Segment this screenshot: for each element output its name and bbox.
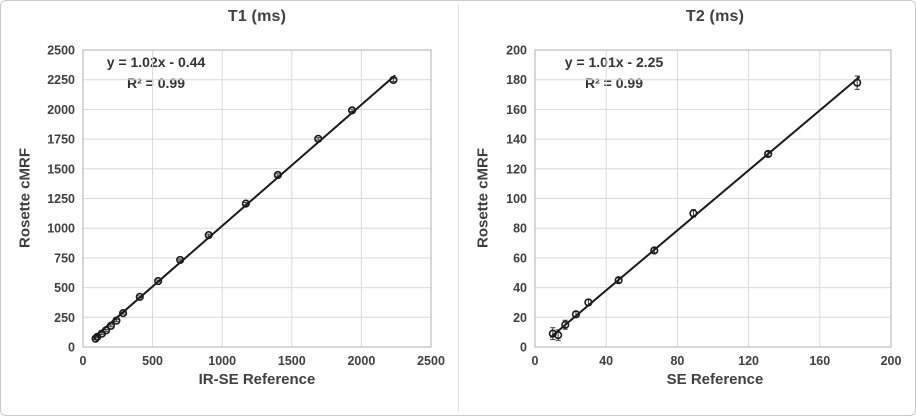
trendline-equation-t1: y = 1.02x - 0.44 R² = 0.99	[87, 52, 225, 94]
equation-text: y = 1.01x - 2.25	[564, 54, 664, 70]
y-tick-label: 2250	[47, 73, 75, 87]
data-point-marker	[91, 334, 100, 343]
y-tick-label: 250	[54, 311, 75, 325]
y-tick-label: 40	[513, 281, 527, 295]
x-tick-label: 2000	[347, 354, 375, 368]
data-point-marker	[389, 75, 398, 85]
x-axis-title-t1: IR-SE Reference	[198, 371, 316, 388]
y-tick-label: 20	[513, 311, 527, 325]
y-tick-label: 120	[506, 162, 527, 176]
data-point-marker	[118, 309, 128, 318]
t1-chart-panel: T1 (ms) Rosette cMRF IR-SE Reference y =…	[1, 1, 458, 415]
x-tick-label: 40	[599, 354, 613, 368]
t2-chart-panel: T2 (ms) Rosette cMRF SE Reference y = 1.…	[459, 1, 915, 415]
trendline-equation-t2: y = 1.01x - 2.25 R² = 0.99	[545, 52, 683, 94]
data-point-marker	[554, 331, 563, 340]
x-tick-label: 500	[142, 354, 163, 368]
x-tick-label: 2500	[417, 354, 445, 368]
t1-plot-area: 0 250 500 750 1000 1250 1500 1750 2000 2250 2500 0 5…	[47, 44, 445, 369]
y-tick-label: 1750	[47, 133, 75, 147]
t2-plot-area: 0 20 40 60 80 100 120 140 160 180 200 0 40 80 120 160 20…	[506, 44, 902, 369]
y-tick-label: 1000	[47, 222, 75, 236]
x-tick-label: 0	[532, 354, 539, 368]
chart-title-t1: T1 (ms)	[227, 8, 287, 25]
x-tick-label: 160	[809, 354, 830, 368]
data-point-marker	[853, 78, 862, 87]
y-tick-label: 0	[68, 341, 75, 355]
y-tick-label: 750	[54, 251, 75, 265]
y-tick-label: 60	[513, 251, 527, 265]
x-tick-label: 120	[738, 354, 759, 368]
x-axis-title-t2: SE Reference	[666, 371, 764, 388]
y-tick-label: 180	[506, 73, 527, 87]
y-tick-label: 100	[506, 192, 527, 206]
y-tick-label: 2500	[47, 44, 75, 58]
data-point-marker	[689, 209, 698, 218]
data-point-marker	[314, 134, 323, 143]
chart-title-t2: T2 (ms)	[685, 8, 745, 25]
equation-text: y = 1.02x - 0.44	[106, 54, 206, 70]
data-point-marker	[650, 246, 659, 255]
data-point-marker	[764, 149, 773, 159]
plot-border	[82, 49, 432, 348]
data-point-marker	[154, 276, 163, 286]
y-tick-label: 1500	[47, 162, 75, 176]
data-point-marker	[106, 321, 115, 330]
data-point-marker	[273, 170, 282, 180]
r-squared-text: R² = 0.99	[585, 75, 643, 91]
x-tick-label: 1500	[278, 354, 306, 368]
data-point-marker	[614, 276, 623, 285]
y-tick-label: 160	[506, 103, 527, 117]
data-point-marker	[204, 230, 213, 240]
data-point-marker	[241, 199, 250, 208]
data-point-marker	[347, 106, 357, 115]
y-tick-label: 200	[506, 44, 527, 58]
y-tick-label: 500	[54, 281, 75, 295]
y-tick-label: 1250	[47, 192, 75, 206]
trend-line	[550, 76, 860, 338]
data-point-marker	[112, 316, 121, 325]
data-point-marker	[561, 320, 570, 329]
x-tick-label: 1000	[208, 354, 236, 368]
y-tick-label: 140	[506, 133, 527, 147]
x-tick-label: 80	[670, 354, 684, 368]
x-tick-label: 0	[80, 354, 87, 368]
r-squared-text: R² = 0.99	[127, 75, 185, 91]
data-point-marker	[135, 292, 144, 301]
x-tick-label: 200	[881, 354, 902, 368]
data-point-marker	[176, 255, 185, 265]
data-point-marker	[548, 329, 557, 338]
y-tick-label: 2000	[47, 103, 75, 117]
plot-border	[534, 49, 892, 348]
y-tick-label: 0	[520, 341, 527, 355]
y-tick-label: 80	[513, 222, 527, 236]
data-point-marker	[101, 326, 111, 335]
data-point-marker	[584, 298, 593, 307]
data-point-marker	[571, 310, 581, 319]
panel-divider	[458, 5, 459, 411]
